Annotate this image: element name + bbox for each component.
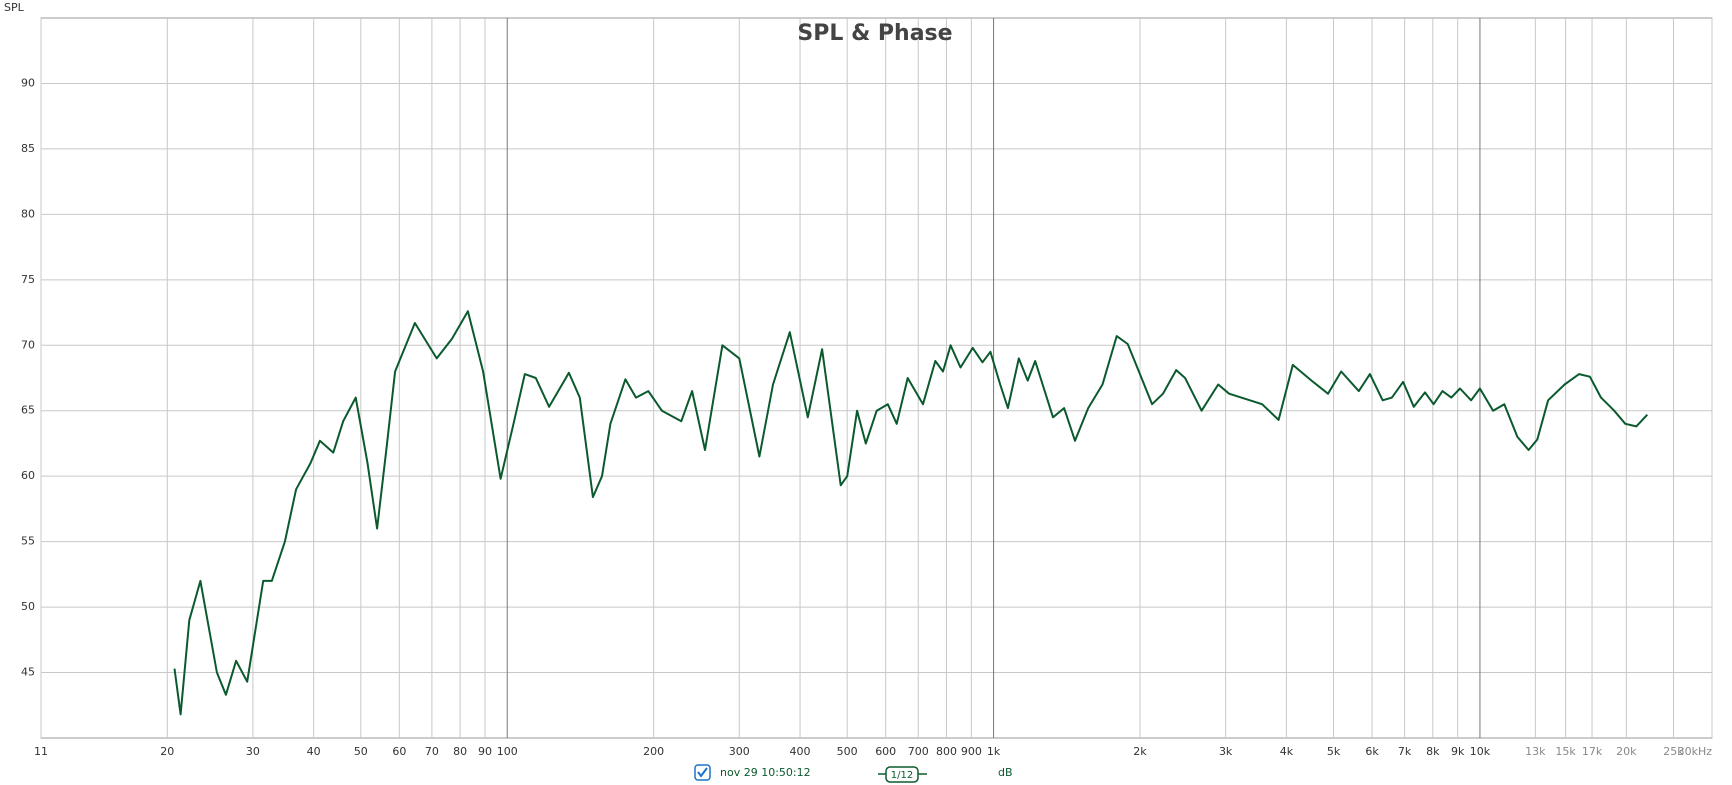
x-tick-label: 17k xyxy=(1582,745,1603,758)
x-tick-label: 60 xyxy=(392,745,406,758)
x-tick-label: 11 xyxy=(34,745,48,758)
y-tick-label: 75 xyxy=(21,273,35,286)
x-tick-label: 2k xyxy=(1133,745,1147,758)
y-axis-label: SPL xyxy=(4,1,25,14)
x-tick-label: 400 xyxy=(790,745,811,758)
x-tick-label: 500 xyxy=(837,745,858,758)
y-tick-label: 80 xyxy=(21,207,35,220)
x-tick-label: 4k xyxy=(1280,745,1294,758)
x-tick-label: 15k xyxy=(1555,745,1576,758)
x-tick-label: 20k xyxy=(1616,745,1637,758)
x-tick-label: 3k xyxy=(1219,745,1233,758)
smoothing-box[interactable] xyxy=(885,766,919,783)
x-tick-label: 700 xyxy=(908,745,929,758)
x-tick-label: 80 xyxy=(453,745,467,758)
x-tick-label: 10k xyxy=(1470,745,1491,758)
y-tick-label: 85 xyxy=(21,142,35,155)
x-tick-label: 70 xyxy=(425,745,439,758)
x-tick-label: 30 xyxy=(246,745,260,758)
x-tick-label: 8k xyxy=(1426,745,1440,758)
x-tick-label: 600 xyxy=(875,745,896,758)
x-tick-label: 50 xyxy=(354,745,368,758)
y-tick-label: 65 xyxy=(21,404,35,417)
y-tick-label: 70 xyxy=(21,338,35,351)
x-tick-label: 90 xyxy=(478,745,492,758)
x-tick-label: 13k xyxy=(1525,745,1546,758)
x-tick-label: 9k xyxy=(1451,745,1465,758)
x-tick-label: 1k xyxy=(987,745,1001,758)
y-tick-label: 90 xyxy=(21,76,35,89)
unit-label: dB xyxy=(998,766,1013,779)
x-tick-label: 100 xyxy=(497,745,518,758)
legend-entry: nov 29 10:50:12 xyxy=(720,766,811,779)
x-tick-label: 25k xyxy=(1663,745,1684,758)
chart-title: SPL & Phase xyxy=(797,21,952,46)
check-icon xyxy=(697,767,708,778)
x-tick-label: 30kHz xyxy=(1678,745,1713,758)
smoothing-label: 1/12 xyxy=(891,770,913,781)
x-tick-label: 300 xyxy=(729,745,750,758)
x-tick-label: 5k xyxy=(1327,745,1341,758)
y-tick-label: 50 xyxy=(21,600,35,613)
y-tick-label: 60 xyxy=(21,469,35,482)
x-tick-label: 20 xyxy=(160,745,174,758)
x-tick-label: 900 xyxy=(961,745,982,758)
spl-curve xyxy=(173,310,1649,716)
x-tick-label: 200 xyxy=(643,745,664,758)
x-tick-label: 800 xyxy=(936,745,957,758)
y-tick-label: 55 xyxy=(21,535,35,548)
y-tick-label: 45 xyxy=(21,666,35,679)
x-tick-label: 40 xyxy=(307,745,321,758)
plot-frame xyxy=(40,17,1713,739)
x-tick-label: 6k xyxy=(1365,745,1379,758)
x-tick-label: 7k xyxy=(1398,745,1412,758)
